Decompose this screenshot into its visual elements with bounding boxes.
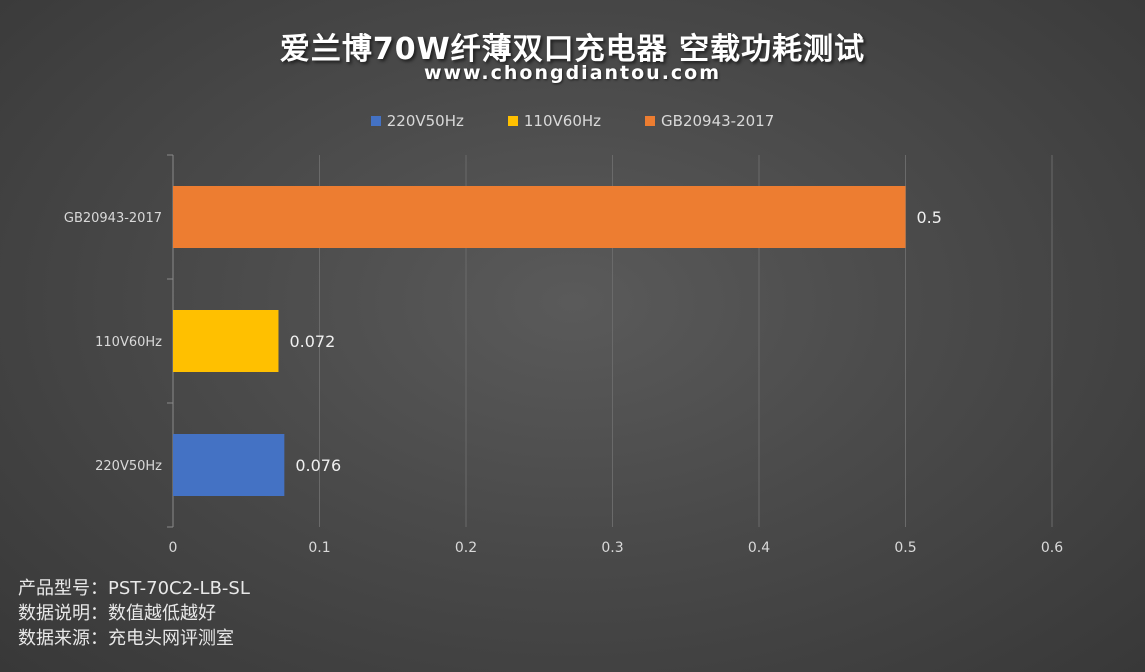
legend-swatch-gb20943 [645, 116, 656, 126]
data-label: 0.072 [289, 332, 335, 351]
chart-subtitle: www.chongdiantou.com [423, 62, 722, 84]
data-label: 0.076 [295, 456, 341, 475]
note-source: 数据来源：充电头网评测室 [18, 628, 234, 649]
chart-title: 爱兰博70W纤薄双口充电器 空载功耗测试 [279, 32, 866, 67]
x-tick-label: 0.4 [748, 540, 770, 556]
x-tick-label: 0 [169, 540, 178, 556]
legend: 220V50Hz 110V60Hz GB20943-2017 [0, 112, 1145, 130]
data-label: 0.5 [917, 208, 942, 227]
category-label: GB20943-2017 [64, 211, 162, 226]
bar-220v50hz [173, 434, 285, 496]
legend-label-220v50hz: 220V50Hz [386, 112, 464, 130]
legend-swatch-110v60hz [507, 116, 518, 126]
x-tick-label: 0.2 [455, 540, 477, 556]
x-tick-label: 0.6 [1041, 540, 1063, 556]
legend-item-110v60hz: 110V60Hz [507, 112, 602, 130]
category-label: 110V60Hz [95, 335, 162, 350]
legend-swatch-220v50hz [370, 116, 381, 126]
bar-110v60hz [173, 310, 279, 372]
legend-label-110v60hz: 110V60Hz [523, 112, 602, 130]
legend-item-220v50hz: 220V50Hz [370, 112, 464, 130]
x-tick-label: 0.3 [601, 540, 623, 556]
legend-label-gb20943: GB20943-2017 [661, 112, 775, 130]
category-label: 220V50Hz [95, 459, 162, 474]
x-tick-label: 0.5 [894, 540, 916, 556]
bar-gb20943-2017 [173, 186, 906, 248]
legend-item-gb20943: GB20943-2017 [645, 112, 774, 130]
note-description: 数据说明：数值越低越好 [18, 603, 216, 624]
x-tick-label: 0.1 [308, 540, 330, 556]
note-model: 产品型号：PST-70C2-LB-SL [18, 578, 250, 599]
notes: 产品型号：PST-70C2-LB-SL 数据说明：数值越低越好 数据来源：充电头… [18, 576, 250, 651]
